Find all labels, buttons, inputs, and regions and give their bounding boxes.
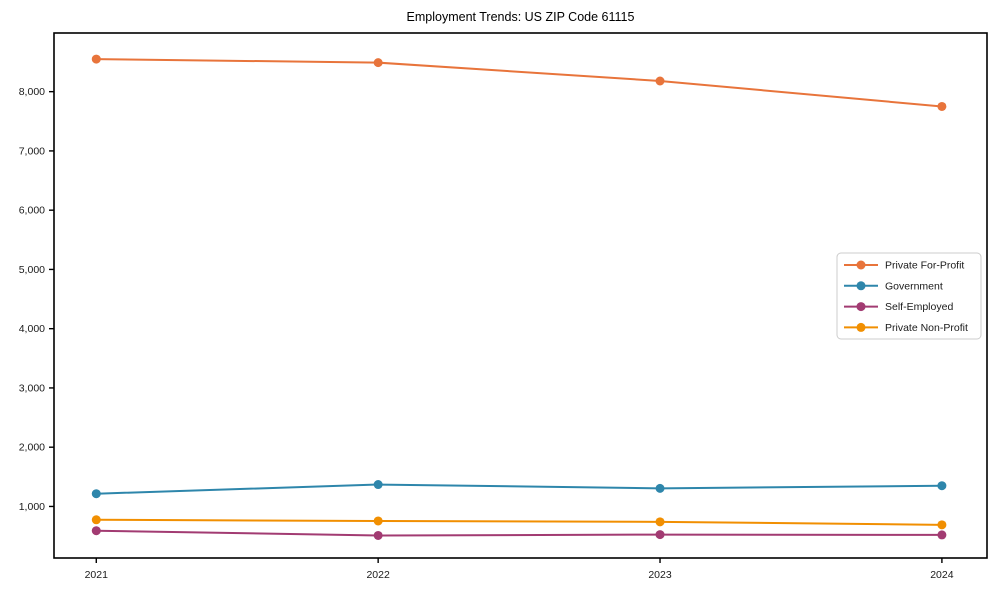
data-point — [655, 76, 665, 86]
series-self-employed — [91, 526, 947, 540]
data-point — [655, 530, 665, 540]
legend-swatch-marker — [856, 281, 866, 291]
legend-label: Government — [885, 280, 943, 292]
data-point — [373, 480, 383, 490]
chart-title: Employment Trends: US ZIP Code 61115 — [406, 10, 635, 24]
y-tick-label: 8,000 — [19, 86, 45, 98]
legend-entry-private-non-profit: Private Non-Profit — [844, 322, 968, 334]
y-tick-label: 6,000 — [19, 205, 45, 217]
data-point — [937, 520, 947, 530]
series-line — [96, 529, 942, 537]
data-point — [91, 489, 101, 499]
legend-entry-government: Government — [844, 280, 943, 292]
x-tick-label: 2024 — [930, 569, 954, 581]
data-point — [937, 101, 947, 111]
legend-label: Private For-Profit — [885, 260, 964, 272]
legend-entry-self-employed: Self-Employed — [844, 301, 953, 313]
legend-box — [836, 252, 982, 340]
data-point — [91, 515, 101, 525]
y-tick-label: 3,000 — [19, 382, 45, 394]
legend-label: Self-Employed — [885, 301, 953, 313]
legend-swatch-marker — [856, 302, 866, 312]
plot-frame — [53, 32, 988, 559]
y-tick-label: 2,000 — [19, 442, 45, 454]
legend-entry-private-for-profit: Private For-Profit — [844, 260, 964, 272]
y-tick-label: 4,000 — [19, 323, 45, 335]
y-tick-label: 1,000 — [19, 501, 45, 513]
series-line — [96, 58, 942, 108]
legend-swatch-marker — [856, 322, 866, 332]
legend: Private For-Profit Government Self-Employe… — [836, 252, 982, 340]
y-tick-label: 7,000 — [19, 145, 45, 157]
data-point — [91, 526, 101, 536]
x-tick-label: 2023 — [648, 569, 672, 581]
data-point — [373, 516, 383, 526]
data-point — [937, 481, 947, 491]
data-point — [937, 530, 947, 540]
x-tick-label: 2021 — [85, 569, 109, 581]
data-point — [91, 54, 101, 64]
series-private-non-profit — [91, 515, 947, 530]
legend-swatch-marker — [856, 260, 866, 270]
series-line — [96, 483, 942, 495]
series-line — [96, 518, 942, 526]
x-tick-label: 2022 — [366, 569, 390, 581]
y-tick-label: 5,000 — [19, 264, 45, 276]
series-private-for-profit — [91, 54, 947, 111]
data-point — [655, 517, 665, 527]
data-point — [373, 58, 383, 68]
data-point — [655, 483, 665, 493]
legend-label: Private Non-Profit — [885, 322, 968, 334]
data-point — [373, 530, 383, 540]
series-government — [91, 480, 947, 499]
